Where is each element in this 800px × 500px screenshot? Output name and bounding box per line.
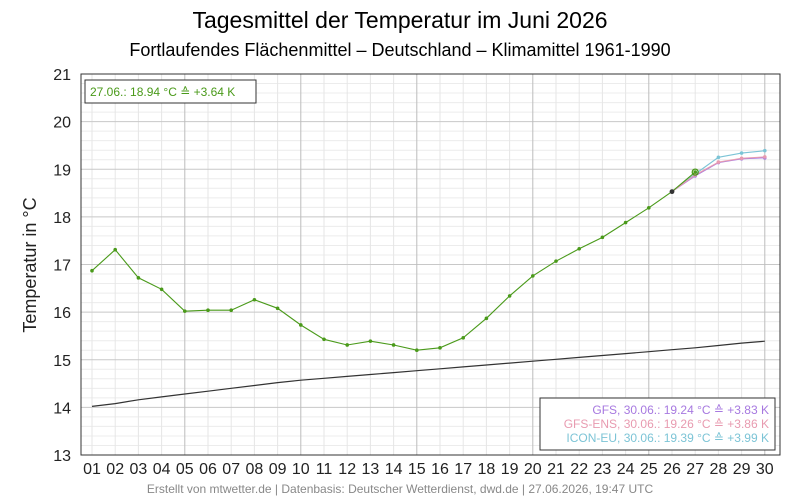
point-tagesmittel (531, 274, 535, 278)
x-tick-label: 25 (640, 461, 658, 478)
x-tick-label: 11 (316, 461, 333, 478)
x-tick-label: 14 (385, 461, 403, 478)
x-tick-label: 29 (733, 461, 751, 478)
point-icon-eu (763, 148, 767, 153)
x-tick-label: 19 (501, 461, 519, 478)
x-tick-label: 26 (663, 461, 681, 478)
point-tagesmittel (345, 343, 350, 347)
legend-entry-gfs: GFS, 30.06.: 19.24 °C ≙ +3.83 K (592, 403, 769, 417)
y-tick-label: 18 (53, 210, 71, 227)
point-tagesmittel (507, 294, 512, 298)
y-tick-label: 14 (53, 400, 71, 417)
y-tick-label: 20 (53, 115, 71, 132)
point-tagesmittel (90, 268, 94, 273)
x-tick-label: 16 (431, 461, 449, 478)
point-tagesmittel (415, 348, 419, 353)
chart-title: Tagesmittel der Temperatur im Juni 2026 (192, 7, 607, 33)
x-tick-label: 10 (292, 461, 310, 478)
x-tick-label: 21 (547, 461, 565, 478)
legend-frame (539, 397, 776, 451)
point-tagesmittel (438, 346, 442, 350)
x-tick-label: 03 (130, 461, 148, 478)
x-tick-label: 28 (710, 461, 728, 478)
point-tagesmittel (229, 308, 233, 313)
legend-entry-gfs-ens: GFS-ENS, 30.06.: 19.26 °C ≙ +3.86 K (564, 417, 769, 431)
x-tick-label: 04 (153, 461, 171, 478)
point-tagesmittel (600, 235, 605, 240)
point-tagesmittel (299, 323, 303, 327)
point-icon-eu (716, 155, 721, 160)
x-tick-label: 06 (199, 461, 217, 478)
point-last-observed (669, 189, 675, 195)
x-tick-label: 22 (570, 461, 588, 478)
x-tick-label: 20 (524, 461, 542, 478)
x-tick-label: 09 (269, 461, 287, 478)
point-gfs-ens (763, 155, 767, 159)
legend-entry-icon-eu: ICON-EU, 30.06.: 19.39 °C ≙ +3.99 K (566, 431, 769, 445)
x-tick-label: 12 (338, 461, 356, 478)
point-tagesmittel (113, 247, 117, 252)
annotation-frame (84, 79, 257, 104)
point-tagesmittel (368, 339, 373, 343)
point-tagesmittel (206, 308, 210, 313)
point-tagesmittel (461, 336, 466, 340)
point-tagesmittel (183, 309, 187, 313)
x-tick-label: 24 (617, 461, 635, 478)
y-tick-label: 17 (53, 258, 71, 275)
point-tagesmittel (252, 297, 257, 302)
x-tick-label: 01 (83, 461, 101, 478)
chart-subtitle: Fortlaufendes Flächenmittel – Deutschlan… (129, 40, 670, 60)
y-axis-label: Temperatur in °C (20, 197, 40, 332)
y-tick-label: 15 (53, 353, 71, 370)
point-tagesmittel (693, 170, 697, 174)
point-tagesmittel (623, 220, 628, 225)
minor-gridlines (81, 74, 780, 455)
y-tick-label: 16 (53, 305, 71, 322)
x-tick-label: 18 (478, 461, 496, 478)
point-gfs-ens (716, 160, 721, 164)
x-tick-label: 27 (686, 461, 704, 478)
point-tagesmittel (391, 343, 396, 347)
x-tick-label: 07 (222, 461, 240, 478)
x-tick-label: 17 (454, 461, 472, 478)
x-tick-label: 30 (756, 461, 774, 478)
y-tick-label: 19 (53, 162, 71, 179)
point-tagesmittel (159, 287, 164, 292)
x-tick-label: 15 (408, 461, 426, 478)
point-tagesmittel (554, 259, 558, 263)
series-line-klimamittel (91, 340, 765, 407)
annotation-box: 27.06.: 18.94 °C ≙ +3.64 K (84, 79, 257, 104)
x-tick-label: 08 (246, 461, 264, 478)
y-tick-label: 13 (53, 448, 71, 465)
point-current-day (691, 168, 699, 176)
x-tick-label: 13 (362, 461, 380, 478)
series-layer (90, 148, 767, 407)
plot-frame (80, 73, 781, 456)
x-axis-ticks: 01 02 03 04 05 06 07 08 09 10 11 12 13 14 15 16 17 18 19 20… (83, 461, 774, 478)
y-tick-label: 21 (53, 67, 71, 84)
point-tagesmittel (322, 337, 326, 342)
y-axis-ticks: 13 14 15 16 17 18 19 20 21 (53, 67, 71, 465)
annotation-text: 27.06.: 18.94 °C ≙ +3.64 K (90, 85, 235, 99)
point-tagesmittel (484, 316, 489, 321)
point-tagesmittel (136, 276, 141, 280)
point-icon-eu (739, 151, 744, 155)
point-gfs-ens (739, 156, 744, 161)
point-tagesmittel (647, 206, 651, 210)
x-tick-label: 23 (594, 461, 612, 478)
x-tick-label: 02 (106, 461, 124, 478)
credit-line: Erstellt von mtwetter.de | Datenbasis: D… (147, 482, 654, 496)
point-tagesmittel (577, 246, 581, 251)
point-tagesmittel (275, 306, 280, 311)
legend-box: GFS, 30.06.: 19.24 °C ≙ +3.83 K GFS-ENS,… (539, 397, 776, 451)
x-tick-label: 05 (176, 461, 194, 478)
